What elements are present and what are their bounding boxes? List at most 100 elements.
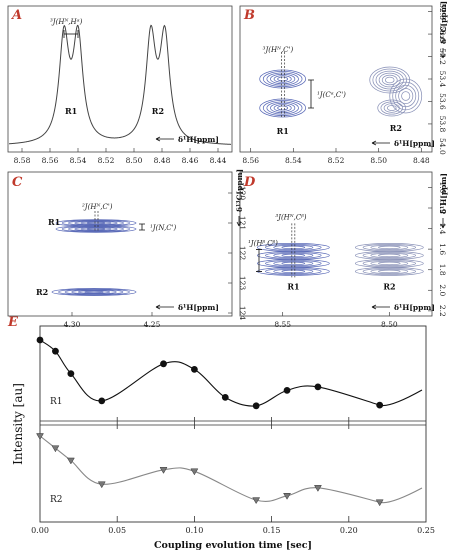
peak-label: R1 bbox=[48, 217, 60, 227]
panel-letter-a: A bbox=[10, 8, 22, 23]
coupling-bracket bbox=[308, 79, 314, 109]
contour-r1 bbox=[74, 220, 118, 226]
contour-r2 bbox=[354, 267, 424, 276]
contour-r2 bbox=[383, 103, 400, 113]
contour-r2 bbox=[375, 70, 404, 90]
contour-r1 bbox=[55, 225, 137, 233]
y-tick-label: 124 bbox=[238, 306, 247, 321]
contour-r1-lower bbox=[262, 100, 303, 116]
data-point-r2 bbox=[51, 445, 60, 453]
contour-r1 bbox=[273, 244, 314, 250]
contour-r1 bbox=[68, 226, 124, 232]
data-point-r1 bbox=[36, 336, 44, 344]
data-point-r1 bbox=[252, 402, 260, 410]
panel-b: B ³J(Hᴺ,C') ¹J(Cᵅ,C') R1 R2 8.56 8.54 8.52 8.50 8… bbox=[239, 1, 448, 165]
peak-label: R1 bbox=[287, 281, 299, 291]
contour-r2 bbox=[378, 269, 401, 274]
panel-letter-b: B bbox=[243, 8, 255, 23]
x-tick-label: 8.55 bbox=[274, 320, 291, 329]
x-axis-label: Coupling evolution time [sec] bbox=[154, 540, 312, 551]
contour-r2 bbox=[84, 290, 104, 294]
x-tick-label: 0.05 bbox=[108, 526, 126, 535]
contour-r1 bbox=[281, 253, 306, 258]
contour-r1 bbox=[273, 260, 314, 266]
contour-r2 bbox=[370, 260, 409, 266]
coupling-annotation: ¹J(N,C') bbox=[150, 224, 177, 232]
y-axis-label: δ¹H[ppm] bbox=[439, 173, 448, 214]
y-tick-label: 53.4 bbox=[438, 71, 447, 88]
contour-r1 bbox=[281, 269, 306, 274]
y-axis-label: δ¹³C[ppm] bbox=[439, 1, 448, 44]
y-axis-label: Intensity [au] bbox=[11, 383, 25, 465]
x-tick-label: 0.10 bbox=[185, 526, 203, 535]
y-tick-label: 53.8 bbox=[438, 116, 447, 133]
contour-r2 bbox=[378, 261, 401, 266]
data-point-r2 bbox=[283, 493, 291, 500]
fit-curve-r1 bbox=[39, 339, 423, 407]
data-point-r2 bbox=[36, 433, 44, 440]
contour-r2 bbox=[370, 252, 409, 258]
panel-letter-e: E bbox=[7, 315, 19, 330]
panel-e: E 0.00 0.05 0.10 0.15 0.20 0.25 Coupling evolut… bbox=[7, 315, 435, 551]
y-tick-label: 1.2 bbox=[438, 202, 447, 214]
y-tick-label: 1.4 bbox=[438, 223, 447, 235]
x-tick-label: 8.50 bbox=[126, 156, 143, 165]
panel-d: D ³J(Hᴺ,Cᵝ) ¹J(Hᵝ,Cᵝ) R1 R2 8.55 8.50 1.0 1.2 1.4… bbox=[239, 171, 448, 329]
peak-label: R2 bbox=[390, 123, 402, 133]
coupling-annotation: ²J(Hᴺ,C') bbox=[82, 203, 113, 211]
coupling-bracket bbox=[256, 249, 262, 272]
data-point-r1 bbox=[283, 387, 291, 394]
contour-r2 bbox=[362, 251, 416, 259]
x-tick-label: 8.46 bbox=[182, 156, 199, 165]
contour-r1 bbox=[273, 252, 314, 258]
peak-label: R1 bbox=[277, 126, 289, 136]
peak-label: R2 bbox=[152, 106, 164, 116]
contour-r1-upper bbox=[270, 73, 296, 85]
y-tick-label: 53.6 bbox=[438, 93, 447, 110]
x-tick-label: 8.48 bbox=[413, 156, 430, 165]
contour-r2 bbox=[370, 268, 409, 274]
contour-r2 bbox=[370, 244, 409, 250]
contour-r2 bbox=[381, 74, 398, 86]
plot-frame bbox=[39, 325, 427, 523]
contour-r2 bbox=[58, 288, 130, 296]
y-tick-label: 2.2 bbox=[438, 305, 447, 317]
data-point-r2 bbox=[97, 481, 106, 489]
contour-r1 bbox=[265, 259, 322, 267]
contour-r1-upper bbox=[259, 69, 307, 89]
y-tick-label: 1.0 bbox=[438, 181, 447, 193]
contour-r2 bbox=[51, 288, 137, 296]
contour-r2 bbox=[380, 101, 403, 115]
panel-c: C ²J(Hᴺ,C') ¹J(N,C') R1 R2 4.30 4.25 120 121 122 1… bbox=[7, 169, 247, 329]
contour-r1 bbox=[265, 243, 322, 251]
contour-r2 bbox=[378, 245, 401, 250]
x-axis-label: δ¹H[ppm] bbox=[394, 303, 435, 312]
contour-r2 bbox=[77, 290, 111, 294]
data-point-r2 bbox=[190, 468, 199, 476]
data-point-r2 bbox=[375, 499, 384, 507]
contour-r1 bbox=[265, 251, 322, 259]
coupling-annotation: ³J(Hᴺ,Cᵝ) bbox=[275, 213, 306, 221]
contour-r1 bbox=[80, 221, 112, 225]
x-tick-label: 8.48 bbox=[154, 156, 171, 165]
data-point-r1 bbox=[52, 347, 59, 355]
x-tick-label: 8.52 bbox=[98, 156, 115, 165]
series-label: R1 bbox=[50, 397, 63, 407]
contour-r1-lower bbox=[277, 105, 289, 111]
data-point-r1 bbox=[98, 397, 106, 405]
contour-r1-upper bbox=[262, 71, 303, 87]
contour-r1 bbox=[86, 221, 106, 225]
x-tick-label: 8.56 bbox=[242, 156, 259, 165]
data-point-r1 bbox=[67, 370, 75, 377]
x-tick-label: 8.52 bbox=[328, 156, 345, 165]
contour-r2 bbox=[377, 99, 407, 117]
x-tick-label: 4.30 bbox=[64, 320, 81, 329]
contour-r2 bbox=[398, 88, 414, 104]
peak-label: R1 bbox=[65, 106, 77, 116]
x-tick-label: 8.50 bbox=[381, 320, 398, 329]
y-tick-label: 122 bbox=[238, 246, 247, 261]
contour-r1 bbox=[61, 225, 131, 233]
contour-r2 bbox=[386, 105, 397, 111]
y-tick-label: 54.0 bbox=[438, 138, 447, 155]
